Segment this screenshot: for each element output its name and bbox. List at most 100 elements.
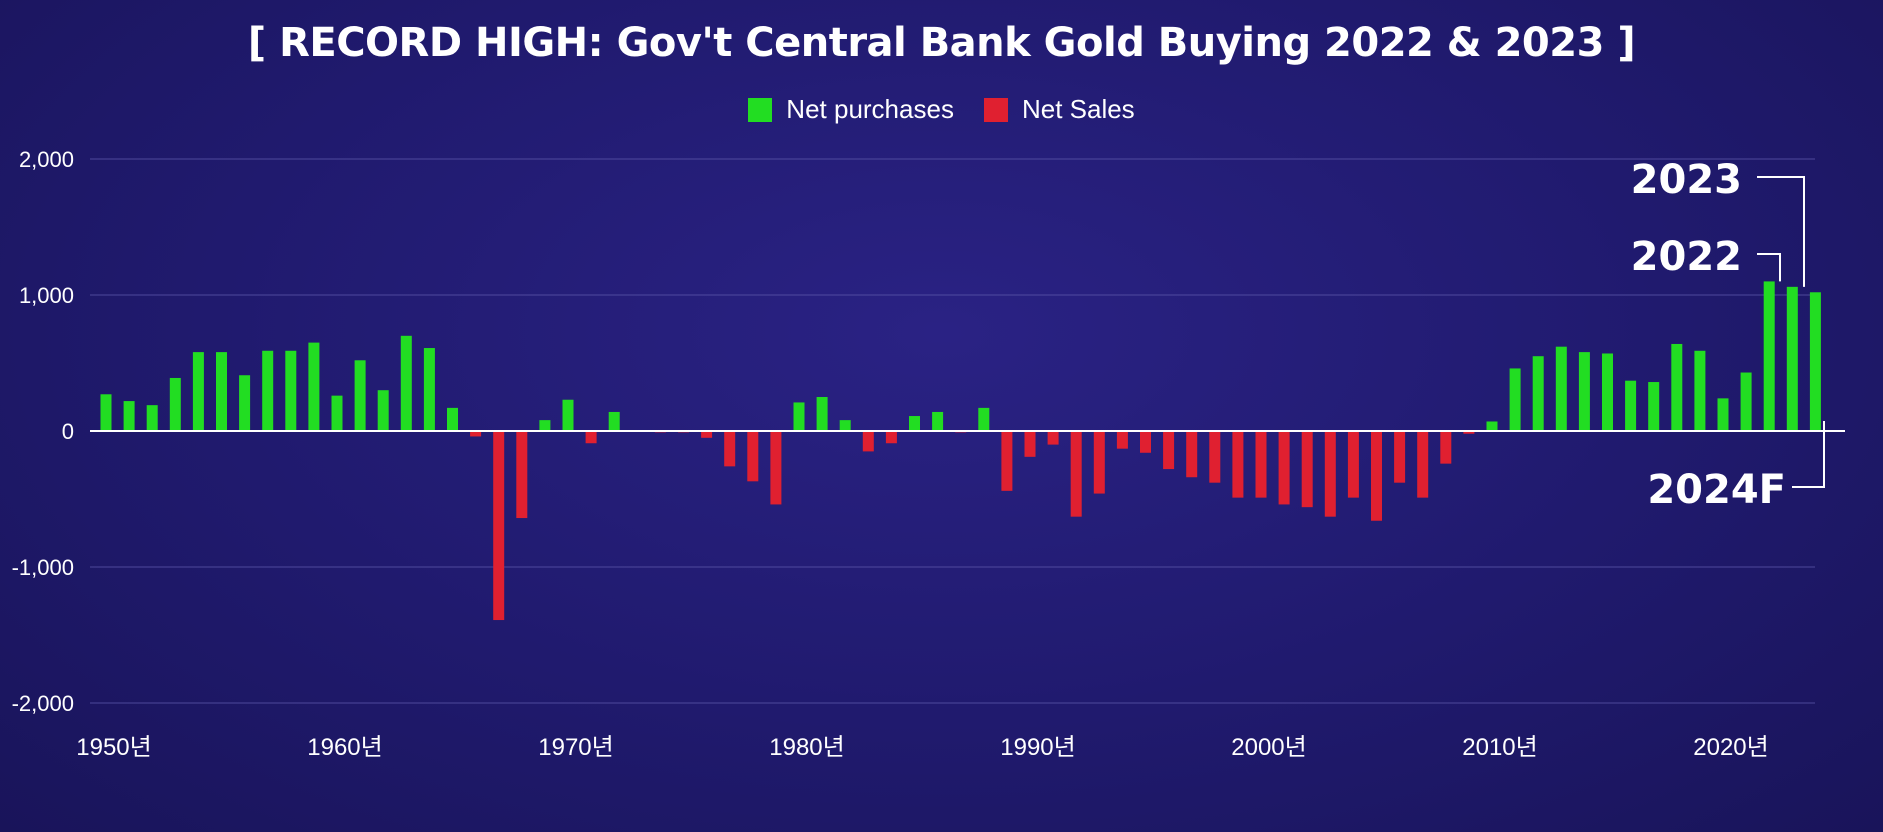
bar bbox=[169, 377, 181, 431]
legend-item-purchases: Net purchases bbox=[748, 94, 954, 125]
bar bbox=[1417, 431, 1429, 498]
x-tick-label: 1950년 bbox=[76, 734, 151, 761]
bar bbox=[192, 352, 204, 431]
bar bbox=[1717, 398, 1729, 431]
bar bbox=[1602, 353, 1613, 431]
bar bbox=[100, 394, 112, 431]
bar bbox=[747, 431, 759, 482]
bar bbox=[1625, 380, 1637, 431]
bar bbox=[516, 431, 528, 519]
callout-line-2023 bbox=[1757, 176, 1805, 287]
y-tick-label: 0 bbox=[62, 419, 74, 444]
bar bbox=[377, 390, 389, 431]
bar bbox=[1694, 350, 1706, 431]
bar bbox=[493, 431, 505, 621]
bar bbox=[1763, 281, 1775, 431]
y-tick-label: 2,000 bbox=[19, 147, 74, 172]
bar bbox=[239, 375, 251, 431]
bar bbox=[1093, 431, 1105, 494]
bar bbox=[1209, 431, 1221, 483]
bar bbox=[1140, 431, 1151, 453]
legend-label-sales: Net Sales bbox=[1021, 94, 1135, 124]
bar bbox=[1509, 368, 1521, 431]
bar bbox=[1001, 431, 1013, 491]
x-tick-label: 2000년 bbox=[1231, 734, 1306, 761]
bar bbox=[701, 431, 713, 438]
bar bbox=[1786, 286, 1798, 431]
bar bbox=[862, 431, 874, 452]
callout-2023: 2023 bbox=[1631, 157, 1742, 203]
bar bbox=[932, 411, 944, 431]
bar bbox=[1463, 431, 1475, 434]
bar bbox=[400, 335, 412, 431]
bar bbox=[539, 420, 551, 431]
bar bbox=[1648, 382, 1660, 431]
x-tick-label: 1960년 bbox=[307, 734, 382, 761]
y-tick-label: 1,000 bbox=[19, 283, 74, 308]
bar bbox=[1440, 431, 1452, 464]
bar bbox=[1163, 431, 1175, 470]
bar bbox=[562, 399, 574, 431]
callout-line-2022 bbox=[1757, 253, 1781, 282]
bar bbox=[354, 360, 366, 431]
bar bbox=[1301, 431, 1313, 508]
bar bbox=[1671, 343, 1683, 431]
bar bbox=[1486, 421, 1498, 431]
bar bbox=[331, 395, 343, 431]
bar bbox=[724, 431, 736, 467]
bar bbox=[470, 431, 482, 437]
chart-title: [ RECORD HIGH: Gov't Central Bank Gold B… bbox=[247, 20, 1636, 66]
bar bbox=[447, 407, 458, 431]
bar bbox=[1371, 431, 1382, 521]
bar bbox=[608, 411, 620, 431]
bar bbox=[1532, 356, 1544, 431]
legend-swatch-purchases bbox=[748, 97, 773, 122]
bar bbox=[1047, 431, 1059, 445]
x-tick-label: 1990년 bbox=[1000, 734, 1075, 761]
bar bbox=[770, 431, 782, 505]
chart-legend: Net purchases Net Sales bbox=[0, 94, 1883, 125]
bar bbox=[1324, 431, 1336, 517]
legend-item-sales: Net Sales bbox=[983, 94, 1135, 125]
bar bbox=[1578, 352, 1590, 431]
x-tick-label: 2010년 bbox=[1462, 734, 1537, 761]
bar bbox=[146, 405, 158, 431]
bar bbox=[423, 348, 435, 431]
bar bbox=[285, 350, 297, 431]
bar bbox=[1116, 431, 1128, 449]
bar bbox=[1740, 372, 1752, 431]
bar bbox=[1024, 431, 1036, 457]
legend-label-purchases: Net purchases bbox=[786, 94, 954, 124]
y-tick-label: -2,000 bbox=[12, 691, 74, 716]
callout-2024f: 2024F bbox=[1647, 467, 1786, 513]
bar bbox=[1347, 431, 1359, 498]
bar bbox=[1278, 431, 1290, 505]
bar bbox=[909, 416, 920, 431]
bar bbox=[123, 401, 135, 431]
bar bbox=[1070, 431, 1082, 517]
bar bbox=[1255, 431, 1267, 498]
legend-swatch-sales bbox=[983, 97, 1008, 122]
bar bbox=[978, 407, 990, 431]
y-tick-label: -1,000 bbox=[12, 555, 74, 580]
bar bbox=[816, 397, 828, 431]
x-tick-label: 1980년 bbox=[769, 734, 844, 761]
x-tick-label: 2020년 bbox=[1693, 734, 1768, 761]
bar bbox=[585, 431, 597, 444]
bar bbox=[1186, 431, 1198, 478]
bar bbox=[216, 352, 227, 431]
x-tick-label: 1970년 bbox=[538, 734, 613, 761]
callout-2022: 2022 bbox=[1631, 234, 1742, 280]
bar bbox=[885, 431, 897, 444]
bar bbox=[1394, 431, 1406, 483]
bar bbox=[262, 350, 274, 431]
bar bbox=[308, 342, 320, 431]
bar bbox=[839, 420, 851, 431]
callout-line-2024f bbox=[1792, 421, 1825, 488]
bar bbox=[1232, 431, 1244, 498]
bar bbox=[1555, 346, 1567, 431]
bar bbox=[1809, 292, 1821, 431]
bar bbox=[793, 402, 805, 431]
